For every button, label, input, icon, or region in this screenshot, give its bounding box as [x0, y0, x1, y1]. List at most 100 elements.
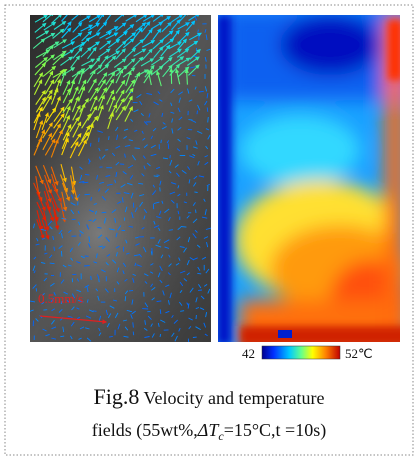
velocity-vector	[165, 310, 170, 314]
velocity-vector	[106, 89, 115, 105]
velocity-vector	[152, 28, 162, 41]
velocity-vector	[186, 56, 200, 66]
velocity-vector	[99, 181, 104, 184]
caption-subscript: c	[218, 429, 224, 443]
velocity-vector	[174, 335, 178, 342]
velocity-vector	[177, 193, 181, 197]
caption-line-1: Fig.8 Velocity and temperature	[94, 384, 325, 409]
velocity-vector	[138, 194, 145, 197]
velocity-vector	[176, 172, 180, 177]
velocity-vector	[189, 287, 194, 293]
velocity-vector	[169, 191, 176, 195]
velocity-vector	[143, 28, 153, 41]
velocity-vector	[135, 236, 139, 239]
velocity-vector	[181, 170, 187, 174]
velocity-vector	[153, 46, 164, 59]
velocity-vector	[150, 251, 153, 256]
velocity-vector	[53, 50, 67, 61]
velocity-vector	[42, 328, 47, 332]
velocity-vector	[107, 38, 121, 49]
velocity-vector	[111, 152, 116, 157]
velocity-vector	[133, 109, 139, 113]
velocity-vector	[86, 299, 89, 303]
velocity-vector	[105, 237, 110, 242]
velocity-vector	[42, 44, 54, 57]
velocity-vector	[180, 310, 185, 312]
velocity-vector	[163, 239, 170, 243]
velocity-vector	[51, 337, 57, 340]
velocity-vector	[187, 166, 191, 171]
velocity-vector	[116, 31, 128, 41]
velocity-vector	[58, 308, 63, 313]
velocity-vector	[81, 30, 93, 42]
velocity-vector	[95, 253, 98, 258]
velocity-vector	[76, 316, 81, 320]
velocity-vector	[112, 299, 118, 302]
velocity-vector	[205, 128, 210, 131]
velocity-vector	[162, 64, 173, 78]
velocity-vector	[155, 70, 162, 87]
velocity-vector	[177, 127, 182, 131]
velocity-vector	[179, 290, 183, 294]
velocity-vector	[33, 112, 41, 131]
velocity-vector	[122, 319, 128, 322]
velocity-vector	[70, 209, 75, 215]
velocity-vector	[115, 105, 126, 121]
velocity-vector	[101, 196, 107, 201]
velocity-vector	[62, 79, 71, 95]
velocity-vector	[81, 113, 91, 129]
velocity-vector	[72, 182, 79, 202]
velocity-vector	[45, 201, 54, 222]
velocity-vector	[169, 159, 173, 166]
velocity-vector	[171, 19, 181, 31]
colorbar-max: 52℃	[345, 346, 373, 361]
velocity-vector	[124, 95, 133, 111]
velocity-vector	[204, 155, 208, 158]
velocity-vector	[157, 91, 161, 95]
velocity-vector	[69, 116, 80, 133]
velocity-vector	[33, 79, 43, 96]
velocity-vector	[206, 48, 211, 51]
velocity-vector	[168, 216, 171, 222]
caption-text: Velocity and temperature	[139, 388, 324, 408]
velocity-vector	[104, 288, 109, 293]
velocity-vector	[61, 191, 68, 212]
velocity-vector	[124, 144, 131, 147]
velocity-vector	[115, 40, 127, 52]
velocity-vector	[53, 39, 68, 49]
velocity-vector	[171, 56, 185, 66]
velocity-vector	[143, 273, 149, 277]
velocity-vector	[67, 264, 72, 267]
velocity-vector	[79, 37, 91, 49]
velocity-vector	[44, 138, 56, 156]
velocity-vector	[178, 91, 184, 95]
velocity-vector	[111, 209, 117, 214]
velocity-vector	[205, 312, 208, 318]
velocity-vector	[40, 228, 47, 231]
velocity-vector	[70, 132, 82, 149]
velocity-vector	[95, 15, 105, 25]
velocity-vector	[134, 147, 140, 149]
velocity-vector	[34, 56, 48, 69]
colorbar	[261, 345, 341, 360]
velocity-vector	[167, 143, 170, 149]
velocity-vector	[104, 188, 110, 193]
velocity-vector	[78, 15, 92, 24]
velocity-vector	[176, 236, 181, 241]
velocity-vector	[132, 71, 141, 87]
velocity-vector	[96, 175, 98, 180]
velocity-vector	[142, 48, 153, 61]
caption-text: =15°C,t =10s)	[224, 420, 327, 441]
velocity-vector	[184, 68, 189, 85]
velocity-vector	[98, 315, 102, 321]
velocity-vector	[45, 107, 57, 124]
velocity-vector	[159, 180, 162, 186]
velocity-vector	[199, 307, 205, 311]
velocity-vector	[207, 134, 211, 140]
velocity-vector	[124, 278, 128, 282]
velocity-vector	[142, 155, 146, 159]
velocity-vector	[109, 305, 115, 309]
velocity-vector	[71, 293, 76, 299]
velocity-vector	[115, 161, 120, 166]
velocity-vector	[169, 292, 172, 299]
